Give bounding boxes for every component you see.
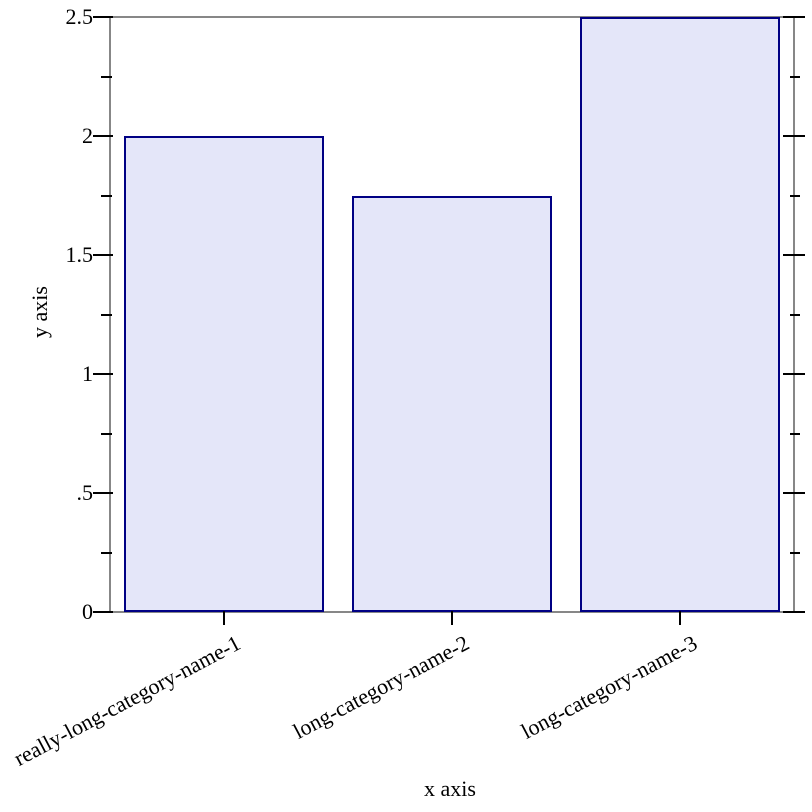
x-category-label: long-category-name-3 xyxy=(516,630,701,744)
y-minor-tick-left xyxy=(101,313,112,316)
y-major-tick-left xyxy=(93,135,113,137)
y-minor-tick-right xyxy=(790,551,800,554)
y-minor-tick-left xyxy=(101,551,112,554)
y-major-tick-right xyxy=(783,135,805,137)
y-minor-tick-left xyxy=(101,432,112,435)
y-major-tick-left xyxy=(93,492,113,494)
y-tick-label: 1 xyxy=(82,361,93,386)
y-minor-tick-left xyxy=(101,194,112,197)
bar xyxy=(352,195,552,612)
y-minor-tick-left xyxy=(101,75,112,78)
y-major-tick-right xyxy=(783,254,805,256)
y-major-tick-right xyxy=(783,492,805,494)
y-minor-tick-right xyxy=(790,313,800,316)
y-tick-label: .5 xyxy=(76,480,94,505)
y-major-tick-left xyxy=(93,373,113,375)
x-category-tick xyxy=(451,611,453,625)
y-tick-label: 2.5 xyxy=(65,4,94,29)
y-tick-label: 1.5 xyxy=(65,242,94,267)
y-major-tick-left xyxy=(93,254,113,256)
y-major-tick-right xyxy=(783,611,805,613)
y-minor-tick-right xyxy=(790,194,800,197)
y-major-tick-left xyxy=(93,611,113,613)
y-tick-label: 0 xyxy=(82,599,93,624)
y-major-tick-right xyxy=(783,16,805,18)
x-category-tick xyxy=(223,611,225,625)
y-minor-tick-right xyxy=(790,432,800,435)
plot-area xyxy=(110,17,794,612)
x-category-label: really-long-category-name-1 xyxy=(9,630,245,771)
x-category-tick xyxy=(679,611,681,625)
bar xyxy=(580,17,780,612)
bar xyxy=(124,136,324,612)
x-axis-title: x axis xyxy=(424,776,476,801)
y-axis-title: y axis xyxy=(27,286,52,338)
x-category-label: long-category-name-2 xyxy=(288,630,473,744)
y-major-tick-right xyxy=(783,373,805,375)
y-major-tick-left xyxy=(93,16,113,18)
y-minor-tick-right xyxy=(790,75,800,78)
y-tick-label: 2 xyxy=(82,123,93,148)
